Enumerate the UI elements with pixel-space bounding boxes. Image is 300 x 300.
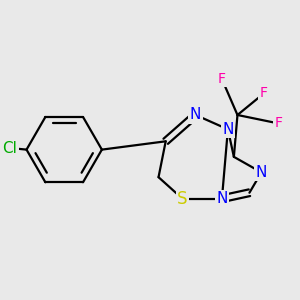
Text: N: N <box>216 191 228 206</box>
Text: F: F <box>260 86 268 100</box>
Text: N: N <box>256 165 267 180</box>
Text: F: F <box>274 116 282 130</box>
Text: F: F <box>218 72 226 86</box>
Text: N: N <box>190 107 201 122</box>
Text: S: S <box>177 190 188 208</box>
Text: N: N <box>222 122 234 137</box>
Text: Cl: Cl <box>2 141 17 156</box>
